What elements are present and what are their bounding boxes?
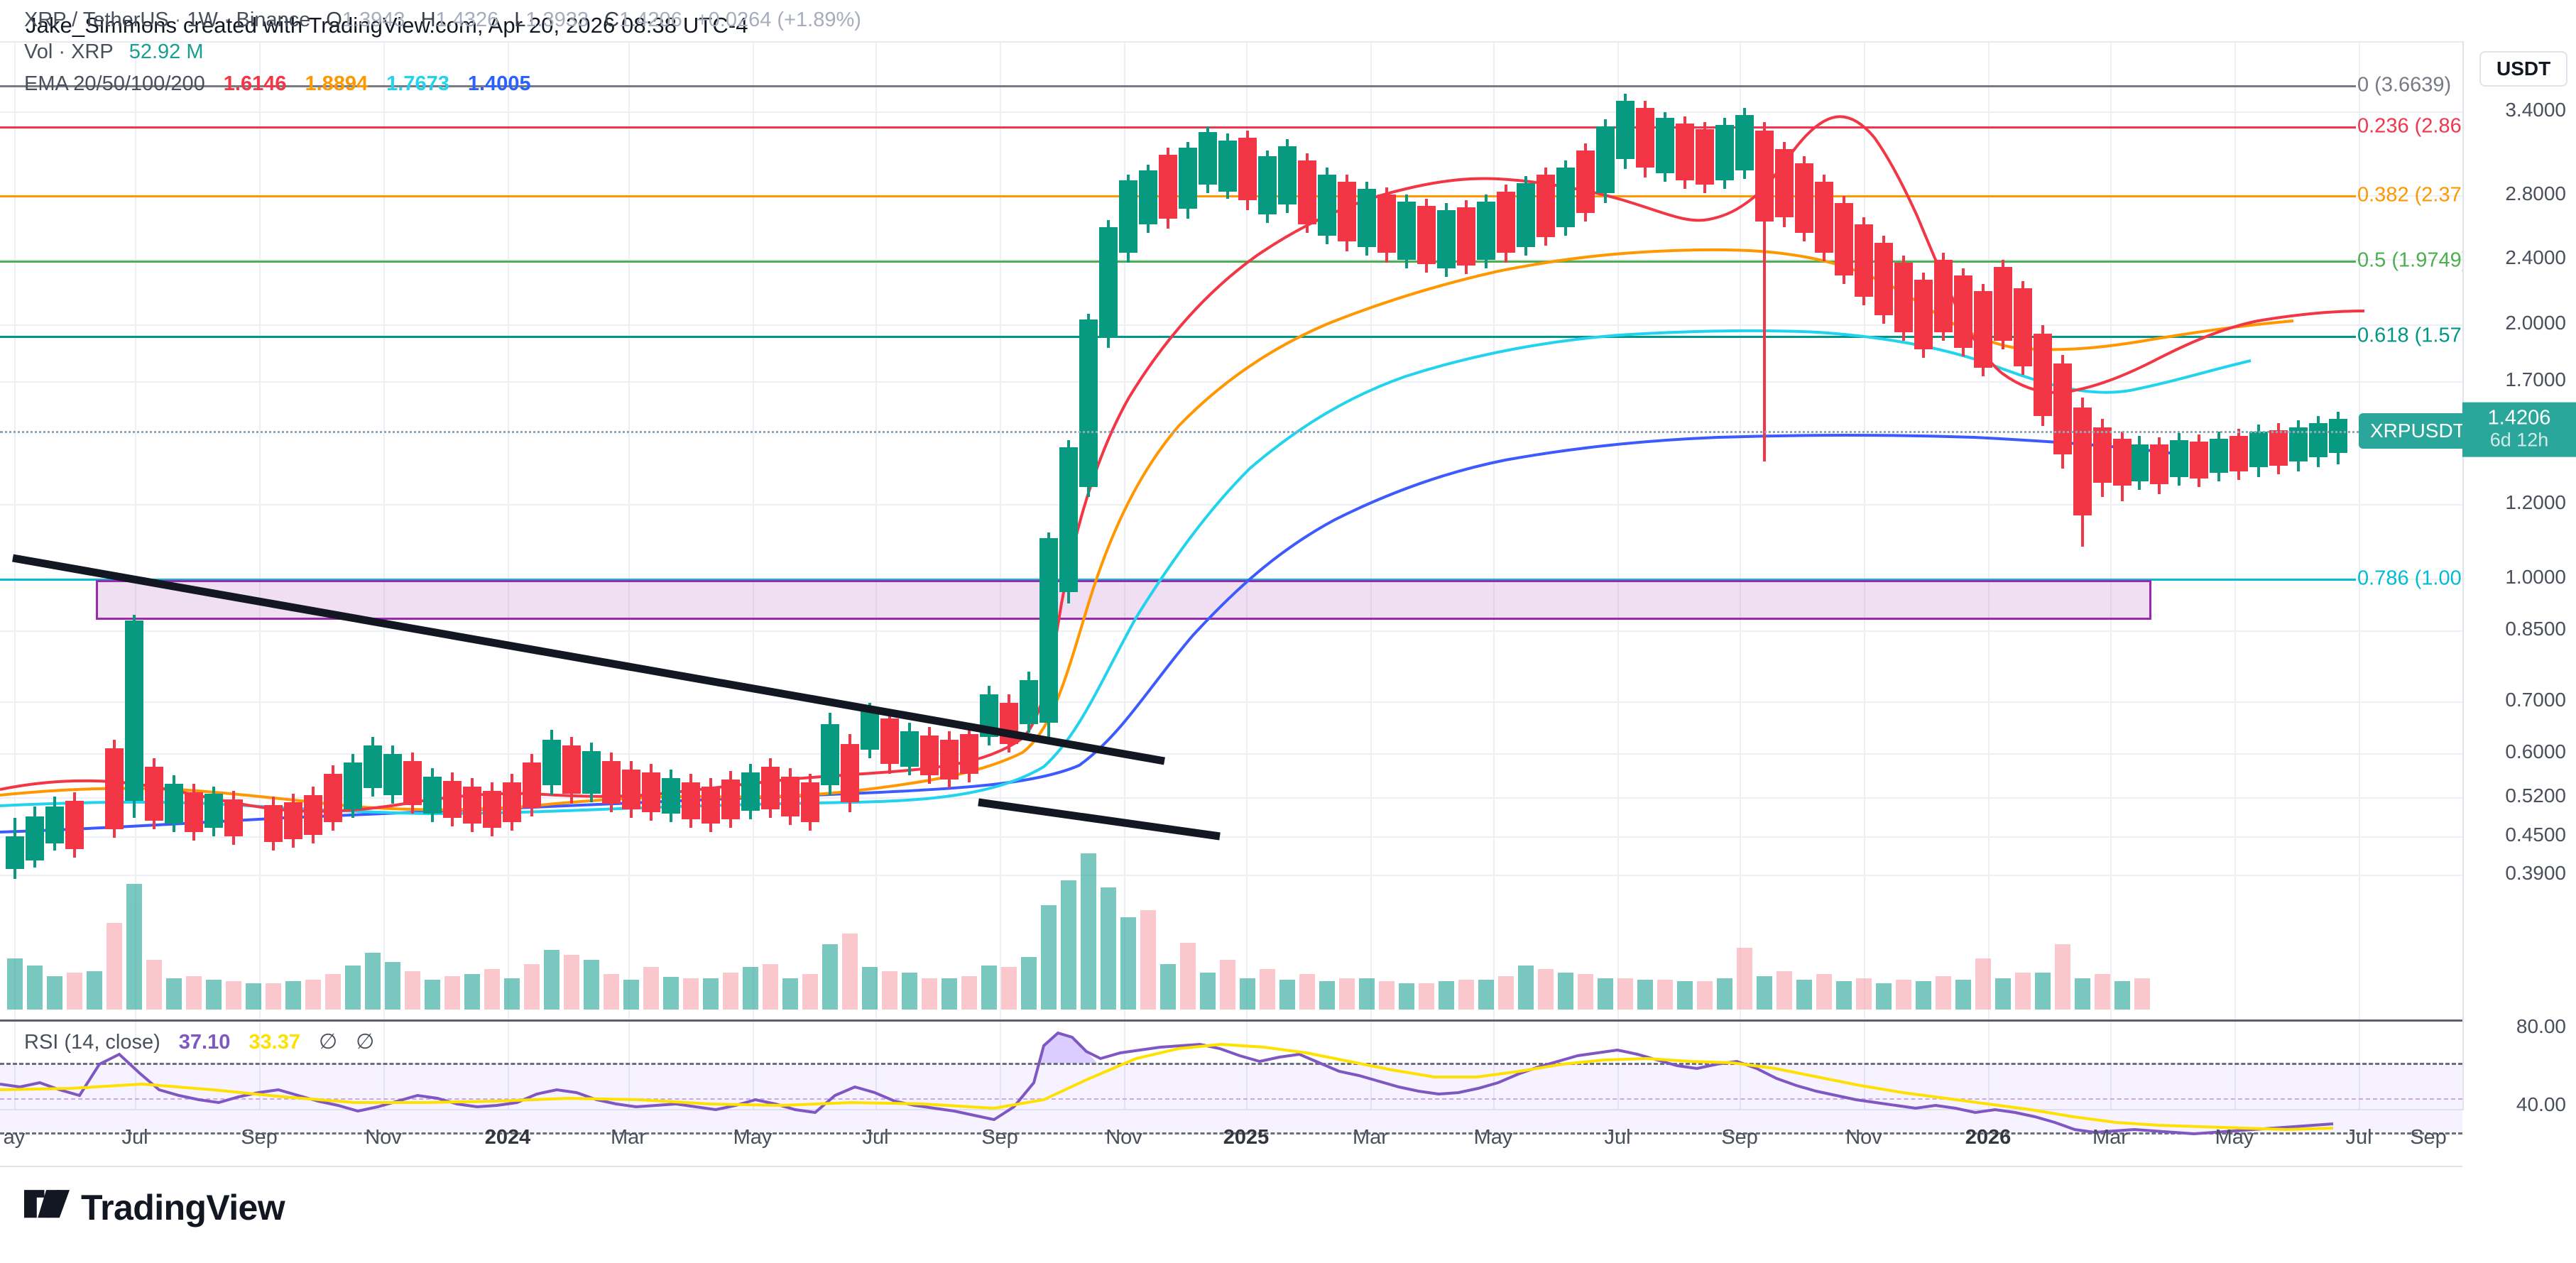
legend-ema-row[interactable]: EMA 20/50/100/200 1.6146 1.8894 1.7673 1…	[24, 74, 861, 94]
price-tick-1.2000: 1.2000	[2505, 491, 2566, 513]
candlestick-series	[0, 94, 2365, 1010]
time-tick-7: Jul	[862, 1126, 889, 1149]
price-tick-2.0000: 2.0000	[2505, 312, 2566, 334]
time-tick-1: Jul	[121, 1126, 148, 1149]
price-axis[interactable]: USDT 3.4000 2.8000 2.4000 2.0000 1.7000 …	[2462, 41, 2576, 1115]
current-price-value: 1.4206	[2487, 406, 2551, 430]
fib-label-500: 0.5 (1.9749)	[2357, 248, 2469, 272]
time-tick-15: Nov	[1845, 1126, 1882, 1149]
price-tick-0.4500: 0.4500	[2505, 824, 2566, 846]
price-tick-1.7000: 1.7000	[2505, 368, 2566, 390]
rsi-pane[interactable]: RSI (14, close) 37.10 33.37 ∅ ∅	[0, 1019, 2462, 1153]
uptrend-line	[978, 798, 1221, 841]
legend-volume-row[interactable]: Vol · XRP 52.92 M	[24, 42, 861, 62]
symbol-price-tag[interactable]: XRPUSDT	[2359, 413, 2477, 449]
legend-sep-1: ·	[174, 9, 182, 31]
time-tick-8: Sep	[981, 1126, 1018, 1149]
legend-symbol-row[interactable]: XRP / TetherUS · 1W · Binance O1.3943 H1…	[24, 10, 861, 31]
rsi-overbought-line	[0, 1063, 2462, 1065]
price-tick-1.0000: 1.0000	[2505, 566, 2566, 588]
rsi-nil-icon-1: ∅	[318, 1030, 338, 1054]
rsi-oversold-line	[0, 1132, 2462, 1134]
rsi-fill-area	[1041, 1033, 1097, 1063]
legend-interval[interactable]: 1W	[187, 9, 218, 31]
legend-low: L1.3933	[514, 9, 589, 31]
price-chart-pane[interactable]: 0 (3.6639) 0.236 (2.8667) 0.382 (2.3735)…	[0, 41, 2492, 1136]
time-axis[interactable]: ay Jul Sep Nov 2024 Mar May Jul Sep Nov …	[0, 1110, 2462, 1167]
tradingview-wordmark: TradingView	[81, 1188, 285, 1228]
rsi-ma-line	[0, 1042, 2334, 1132]
tradingview-logo-icon	[24, 1190, 70, 1218]
chart-legend: XRP / TetherUS · 1W · Binance O1.3943 H1…	[24, 10, 861, 94]
time-tick-3: Nov	[365, 1126, 402, 1149]
volume-histogram	[7, 853, 2150, 1010]
legend-sep-2: ·	[223, 9, 231, 31]
time-tick-20: Sep	[2410, 1126, 2447, 1149]
price-tick-2.8000: 2.8000	[2505, 182, 2566, 204]
time-tick-14: Sep	[1721, 1126, 1758, 1149]
price-tick-0.6000: 0.6000	[2505, 740, 2566, 762]
ema-label: EMA 20/50/100/200	[24, 72, 205, 95]
time-tick-4: 2024	[484, 1126, 531, 1149]
rsi-legend: RSI (14, close) 37.10 33.37 ∅ ∅	[24, 1032, 374, 1053]
bar-countdown: 6d 12h	[2489, 430, 2549, 452]
current-price-badge[interactable]: 1.4206 6d 12h	[2462, 402, 2576, 457]
price-tick-0.5200: 0.5200	[2505, 784, 2566, 807]
ema-200-value: 1.4005	[467, 72, 531, 95]
price-tick-3.4000: 3.4000	[2505, 99, 2566, 121]
rsi-series	[0, 1031, 2334, 1136]
volume-label: Vol · XRP	[24, 40, 114, 63]
legend-open: O1.3943	[326, 9, 405, 31]
time-tick-10: 2025	[1223, 1126, 1270, 1149]
rsi-tick-40: 40.00	[2516, 1093, 2566, 1115]
rsi-midline	[0, 1098, 2462, 1100]
ema-20-line	[0, 115, 2365, 813]
fib-label-0: 0 (3.6639)	[2357, 73, 2452, 97]
price-tick-2.4000: 2.4000	[2505, 246, 2566, 268]
time-tick-19: Jul	[2345, 1126, 2372, 1149]
rsi-nil-icon-2: ∅	[356, 1030, 375, 1054]
legend-close: C1.4206	[604, 9, 682, 31]
rsi-value-ma: 33.37	[249, 1030, 300, 1054]
legend-exchange[interactable]: Binance	[236, 9, 311, 31]
time-tick-13: Jul	[1604, 1126, 1631, 1149]
candle-series	[6, 94, 2347, 879]
time-tick-18: May	[2215, 1126, 2254, 1149]
support-zone-box[interactable]	[96, 580, 2151, 620]
downtrend-line	[12, 554, 1165, 765]
price-tick-0.3900: 0.3900	[2505, 862, 2566, 884]
time-tick-17: Mar	[2092, 1126, 2128, 1149]
price-tick-0.8500: 0.8500	[2505, 618, 2566, 640]
time-tick-5: Mar	[611, 1126, 646, 1149]
time-tick-9: Nov	[1106, 1126, 1142, 1149]
time-tick-11: Mar	[1353, 1126, 1388, 1149]
volume-value: 52.92 M	[129, 40, 204, 63]
time-tick-2: Sep	[241, 1126, 278, 1149]
ema-50-value: 1.8894	[305, 72, 369, 95]
time-tick-0: ay	[3, 1126, 26, 1149]
time-tick-12: May	[1473, 1126, 1513, 1149]
attribution-text: Jake_Simmons created with TradingView.co…	[26, 13, 748, 38]
ema-50-line	[0, 248, 2294, 811]
price-axis-unit: USDT	[2479, 51, 2568, 87]
time-tick-16: 2026	[1965, 1126, 2012, 1149]
time-tick-6: May	[733, 1126, 773, 1149]
legend-symbol[interactable]: XRP / TetherUS	[24, 9, 169, 31]
ema-20-value: 1.6146	[223, 72, 287, 95]
legend-change: +0.0264 (+1.89%)	[696, 9, 861, 31]
current-price-line	[0, 431, 2462, 433]
rsi-tick-80: 80.00	[2516, 1015, 2566, 1037]
legend-high: H1.4326	[420, 9, 499, 31]
rsi-legend-label: RSI (14, close)	[24, 1030, 160, 1054]
rsi-value-primary: 37.10	[178, 1030, 231, 1054]
tradingview-branding[interactable]: TradingView	[24, 1187, 285, 1228]
ema-100-value: 1.7673	[386, 72, 449, 95]
price-tick-0.7000: 0.7000	[2505, 689, 2566, 711]
